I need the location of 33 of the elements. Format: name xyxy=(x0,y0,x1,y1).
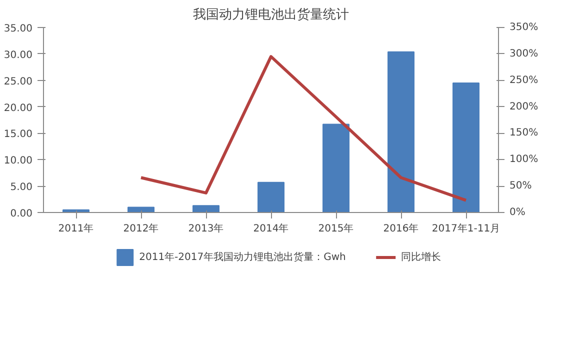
bar xyxy=(192,205,220,212)
y-tick-label: 30.00 xyxy=(4,50,33,61)
y-tick-label: 5.00 xyxy=(10,182,32,194)
y-tick-label: 15.00 xyxy=(4,129,33,140)
x-tick-label: 2011年 xyxy=(58,222,94,234)
y-tick-label: 0.00 xyxy=(10,208,32,220)
x-tick-label: 2015年 xyxy=(318,222,354,234)
line-series xyxy=(140,55,468,202)
y2-tick-label: 200% xyxy=(510,101,538,112)
bar xyxy=(388,51,414,212)
x-tick-label: 2013年 xyxy=(188,222,224,234)
x-tick-label: 2017年1-11月 xyxy=(432,222,500,234)
y-tick-label: 10.00 xyxy=(4,156,33,167)
bar xyxy=(322,124,350,212)
bar xyxy=(128,206,154,212)
bar xyxy=(452,82,480,212)
legend-label: 同比增长 xyxy=(400,250,441,264)
y2-tick-label: 150% xyxy=(510,128,538,139)
bar xyxy=(258,182,284,212)
y2-tick-label: 350% xyxy=(510,22,538,33)
chart-title: 我国动力锂电池出货量统计 xyxy=(193,8,349,22)
x-tick-label: 2016年 xyxy=(383,222,419,234)
y2-tick-label: 100% xyxy=(510,154,538,166)
legend-label: 2011年-2017年我国动力锂电池出货量：Gwh xyxy=(139,250,346,264)
y-tick-label: 35.00 xyxy=(4,24,33,34)
x-tick-label: 2014年 xyxy=(253,222,289,234)
y-tick-label: 20.00 xyxy=(4,102,33,114)
y2-tick-label: 0% xyxy=(510,207,526,218)
y2-tick-label: 250% xyxy=(510,74,538,86)
y2-tick-label: 50% xyxy=(510,180,532,192)
x-tick-label: 2012年 xyxy=(123,222,159,234)
y2-tick-label: 300% xyxy=(510,48,538,60)
y-tick-label: 25.00 xyxy=(4,76,33,88)
